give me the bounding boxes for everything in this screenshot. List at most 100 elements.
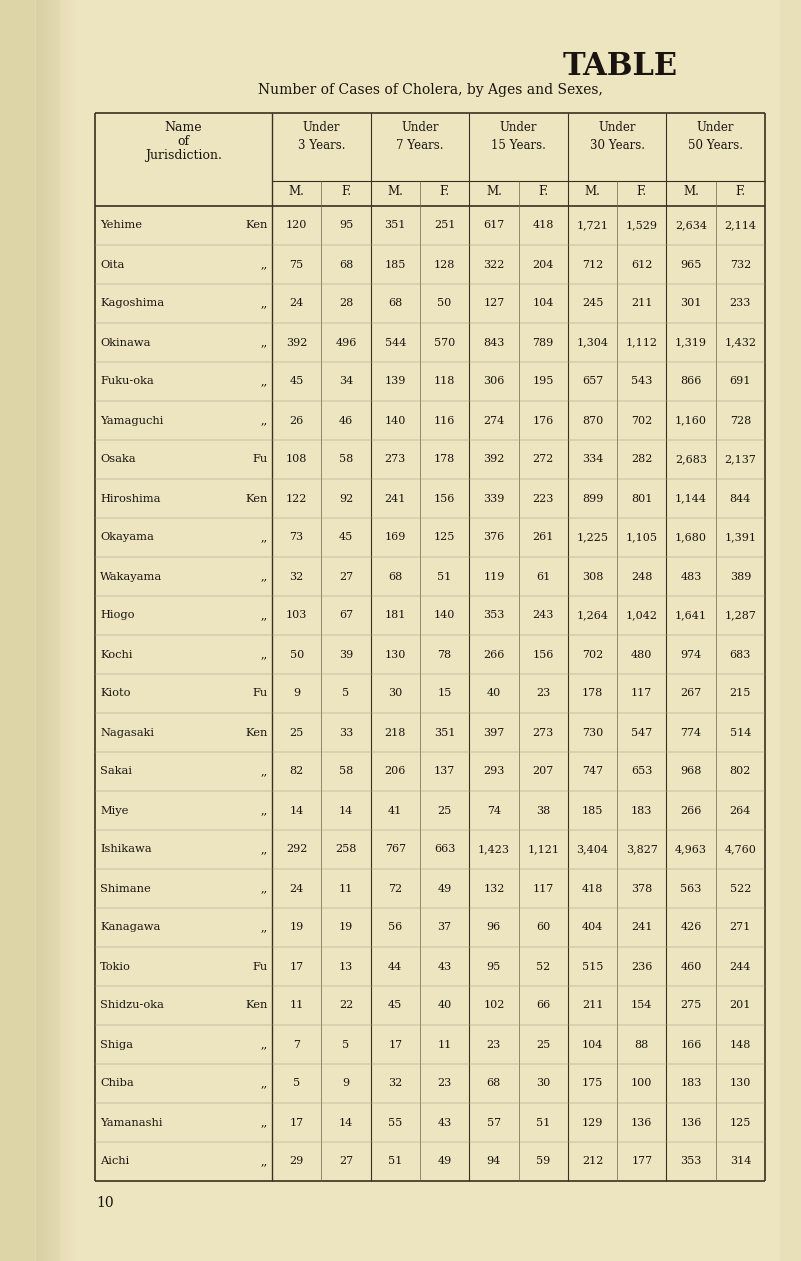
Text: Okinawa: Okinawa <box>100 338 151 348</box>
Text: 117: 117 <box>533 884 553 894</box>
Text: Chiba: Chiba <box>100 1078 134 1088</box>
Text: 73: 73 <box>290 532 304 542</box>
Text: Under
15 Years.: Under 15 Years. <box>491 121 546 153</box>
Text: Ken: Ken <box>246 493 268 503</box>
Text: 57: 57 <box>487 1117 501 1127</box>
Bar <box>63 0 65 1261</box>
Text: 747: 747 <box>582 767 603 777</box>
Text: 392: 392 <box>483 454 505 464</box>
Text: Shimane: Shimane <box>100 884 151 894</box>
Text: 653: 653 <box>631 767 653 777</box>
Text: 52: 52 <box>536 961 550 971</box>
Text: 1,304: 1,304 <box>577 338 609 348</box>
Text: 272: 272 <box>533 454 553 464</box>
Text: 13: 13 <box>339 961 353 971</box>
Text: 95: 95 <box>339 221 353 231</box>
Text: ,,: ,, <box>261 416 268 425</box>
Text: 293: 293 <box>483 767 505 777</box>
Text: Sakai: Sakai <box>100 767 132 777</box>
Bar <box>53 0 55 1261</box>
Text: 273: 273 <box>384 454 406 464</box>
Text: 767: 767 <box>384 845 406 855</box>
Text: 334: 334 <box>582 454 603 464</box>
Text: 17: 17 <box>388 1039 402 1049</box>
Text: 78: 78 <box>437 649 452 660</box>
Text: Tokio: Tokio <box>100 961 131 971</box>
Text: 7: 7 <box>293 1039 300 1049</box>
Bar <box>71 0 73 1261</box>
Text: 178: 178 <box>434 454 455 464</box>
Text: Shidzu-oka: Shidzu-oka <box>100 1000 164 1010</box>
Text: 46: 46 <box>339 416 353 425</box>
Text: 5: 5 <box>293 1078 300 1088</box>
Bar <box>40 0 42 1261</box>
Text: 657: 657 <box>582 377 603 387</box>
Text: 201: 201 <box>730 1000 751 1010</box>
Bar <box>47 0 49 1261</box>
Text: 3,404: 3,404 <box>577 845 609 855</box>
Text: 1,529: 1,529 <box>626 221 658 231</box>
Text: 37: 37 <box>437 923 452 932</box>
Text: 339: 339 <box>483 493 505 503</box>
Text: Ken: Ken <box>246 221 268 231</box>
Bar <box>36 0 38 1261</box>
Text: Kochi: Kochi <box>100 649 132 660</box>
Text: 139: 139 <box>384 377 406 387</box>
Text: 258: 258 <box>336 845 356 855</box>
Text: 4,760: 4,760 <box>724 845 756 855</box>
Text: 774: 774 <box>681 728 702 738</box>
Text: 33: 33 <box>339 728 353 738</box>
Text: 30: 30 <box>536 1078 550 1088</box>
Text: Hiogo: Hiogo <box>100 610 135 620</box>
Text: 404: 404 <box>582 923 603 932</box>
Text: 314: 314 <box>730 1156 751 1166</box>
Text: 418: 418 <box>582 884 603 894</box>
Text: 22: 22 <box>339 1000 353 1010</box>
Text: ,,: ,, <box>261 884 268 894</box>
Text: 306: 306 <box>483 377 505 387</box>
Text: 23: 23 <box>487 1039 501 1049</box>
Text: 11: 11 <box>339 884 353 894</box>
Text: 130: 130 <box>730 1078 751 1088</box>
Bar <box>39 0 41 1261</box>
Text: 1,721: 1,721 <box>577 221 609 231</box>
Text: 175: 175 <box>582 1078 603 1088</box>
Text: 1,042: 1,042 <box>626 610 658 620</box>
Text: 702: 702 <box>582 649 603 660</box>
Text: 92: 92 <box>339 493 353 503</box>
Text: 127: 127 <box>483 299 505 309</box>
Bar <box>68 0 70 1261</box>
Text: 43: 43 <box>437 961 452 971</box>
Bar <box>64 0 66 1261</box>
Text: ,,: ,, <box>261 260 268 270</box>
Bar <box>43 0 45 1261</box>
Text: M.: M. <box>585 185 601 198</box>
Text: 51: 51 <box>388 1156 402 1166</box>
Text: 137: 137 <box>434 767 455 777</box>
Bar <box>52 0 54 1261</box>
Text: ,,: ,, <box>261 845 268 855</box>
Text: 24: 24 <box>289 299 304 309</box>
Text: 802: 802 <box>730 767 751 777</box>
Bar <box>35 0 37 1261</box>
Text: 96: 96 <box>487 923 501 932</box>
Text: 789: 789 <box>533 338 553 348</box>
Text: 264: 264 <box>730 806 751 816</box>
Text: 39: 39 <box>339 649 353 660</box>
Text: 25: 25 <box>536 1039 550 1049</box>
Text: 117: 117 <box>631 689 652 699</box>
Text: 177: 177 <box>631 1156 652 1166</box>
Text: 702: 702 <box>631 416 652 425</box>
Text: Hiroshima: Hiroshima <box>100 493 160 503</box>
Text: 95: 95 <box>487 961 501 971</box>
Text: ,,: ,, <box>261 1039 268 1049</box>
Text: 140: 140 <box>384 416 406 425</box>
Text: Kanagawa: Kanagawa <box>100 923 160 932</box>
Text: 212: 212 <box>582 1156 603 1166</box>
Text: Fu: Fu <box>253 454 268 464</box>
Text: 88: 88 <box>634 1039 649 1049</box>
Text: Number of Cases of Cholera, by Ages and Sexes,: Number of Cases of Cholera, by Ages and … <box>258 83 602 97</box>
Text: 1,432: 1,432 <box>724 338 756 348</box>
Text: 130: 130 <box>384 649 406 660</box>
Text: Jurisdiction.: Jurisdiction. <box>145 149 222 161</box>
